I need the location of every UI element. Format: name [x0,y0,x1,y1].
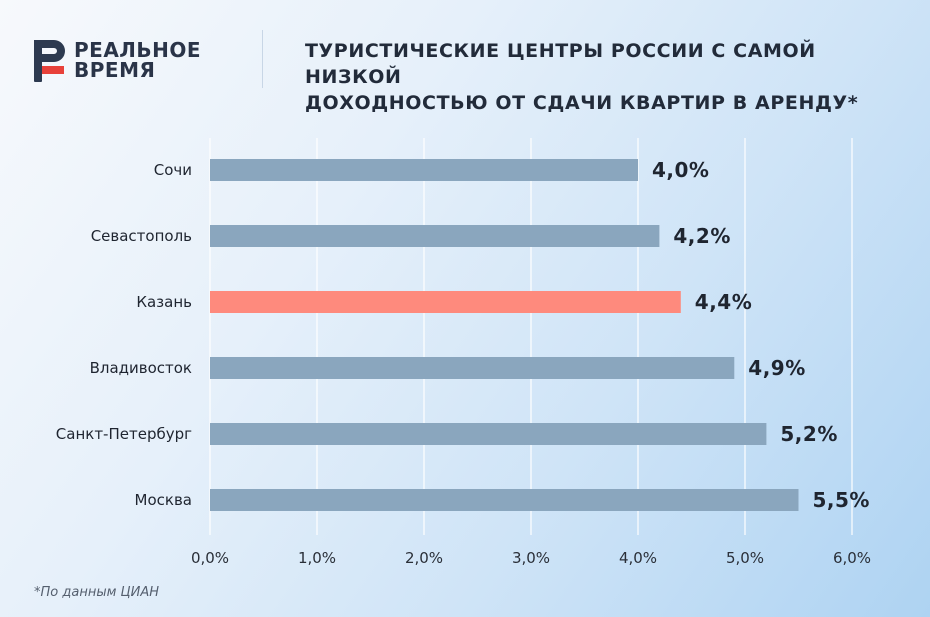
category-label: Сочи [154,161,192,179]
brand-line-1: РЕАЛЬНОЕ [74,38,202,62]
bar [210,159,638,181]
category-label: Москва [135,491,192,509]
data-label: 4,2% [673,224,730,248]
data-label: 4,9% [748,356,805,380]
x-tick-label: 4,0% [619,549,657,567]
x-tick-label: 2,0% [405,549,443,567]
brand-mark-icon [34,40,65,82]
header-divider [262,30,263,88]
bar [210,489,799,511]
chart-title: ТУРИСТИЧЕСКИЕ ЦЕНТРЫ РОССИИ С САМОЙ НИЗК… [305,38,905,116]
x-tick-label: 3,0% [512,549,550,567]
category-label: Санкт-Петербург [56,425,192,443]
category-label: Владивосток [90,359,192,377]
source-footnote: *По данным ЦИАН [34,585,160,600]
bar [210,291,681,313]
x-tick-label: 6,0% [833,549,871,567]
chart-title-line-1: ТУРИСТИЧЕСКИЕ ЦЕНТРЫ РОССИИ С САМОЙ НИЗК… [305,40,816,88]
x-tick-label: 0,0% [191,549,229,567]
data-label: 5,5% [813,488,870,512]
data-label: 5,2% [780,422,837,446]
bar [210,225,660,247]
brand-logo: РЕАЛЬНОЕ ВРЕМЯ [34,40,204,82]
brand-line-2: ВРЕМЯ [74,58,156,82]
x-tick-label: 5,0% [726,549,764,567]
x-tick-label: 1,0% [298,549,336,567]
brand-name: РЕАЛЬНОЕ ВРЕМЯ [74,40,201,80]
category-label: Севастополь [91,227,192,245]
data-label: 4,0% [652,158,709,182]
category-label: Казань [136,293,192,311]
bar [210,423,767,445]
data-label: 4,4% [695,290,752,314]
bar [210,357,735,379]
chart-title-line-2: ДОХОДНОСТЬЮ ОТ СДАЧИ КВАРТИР В АРЕНДУ* [305,92,859,114]
